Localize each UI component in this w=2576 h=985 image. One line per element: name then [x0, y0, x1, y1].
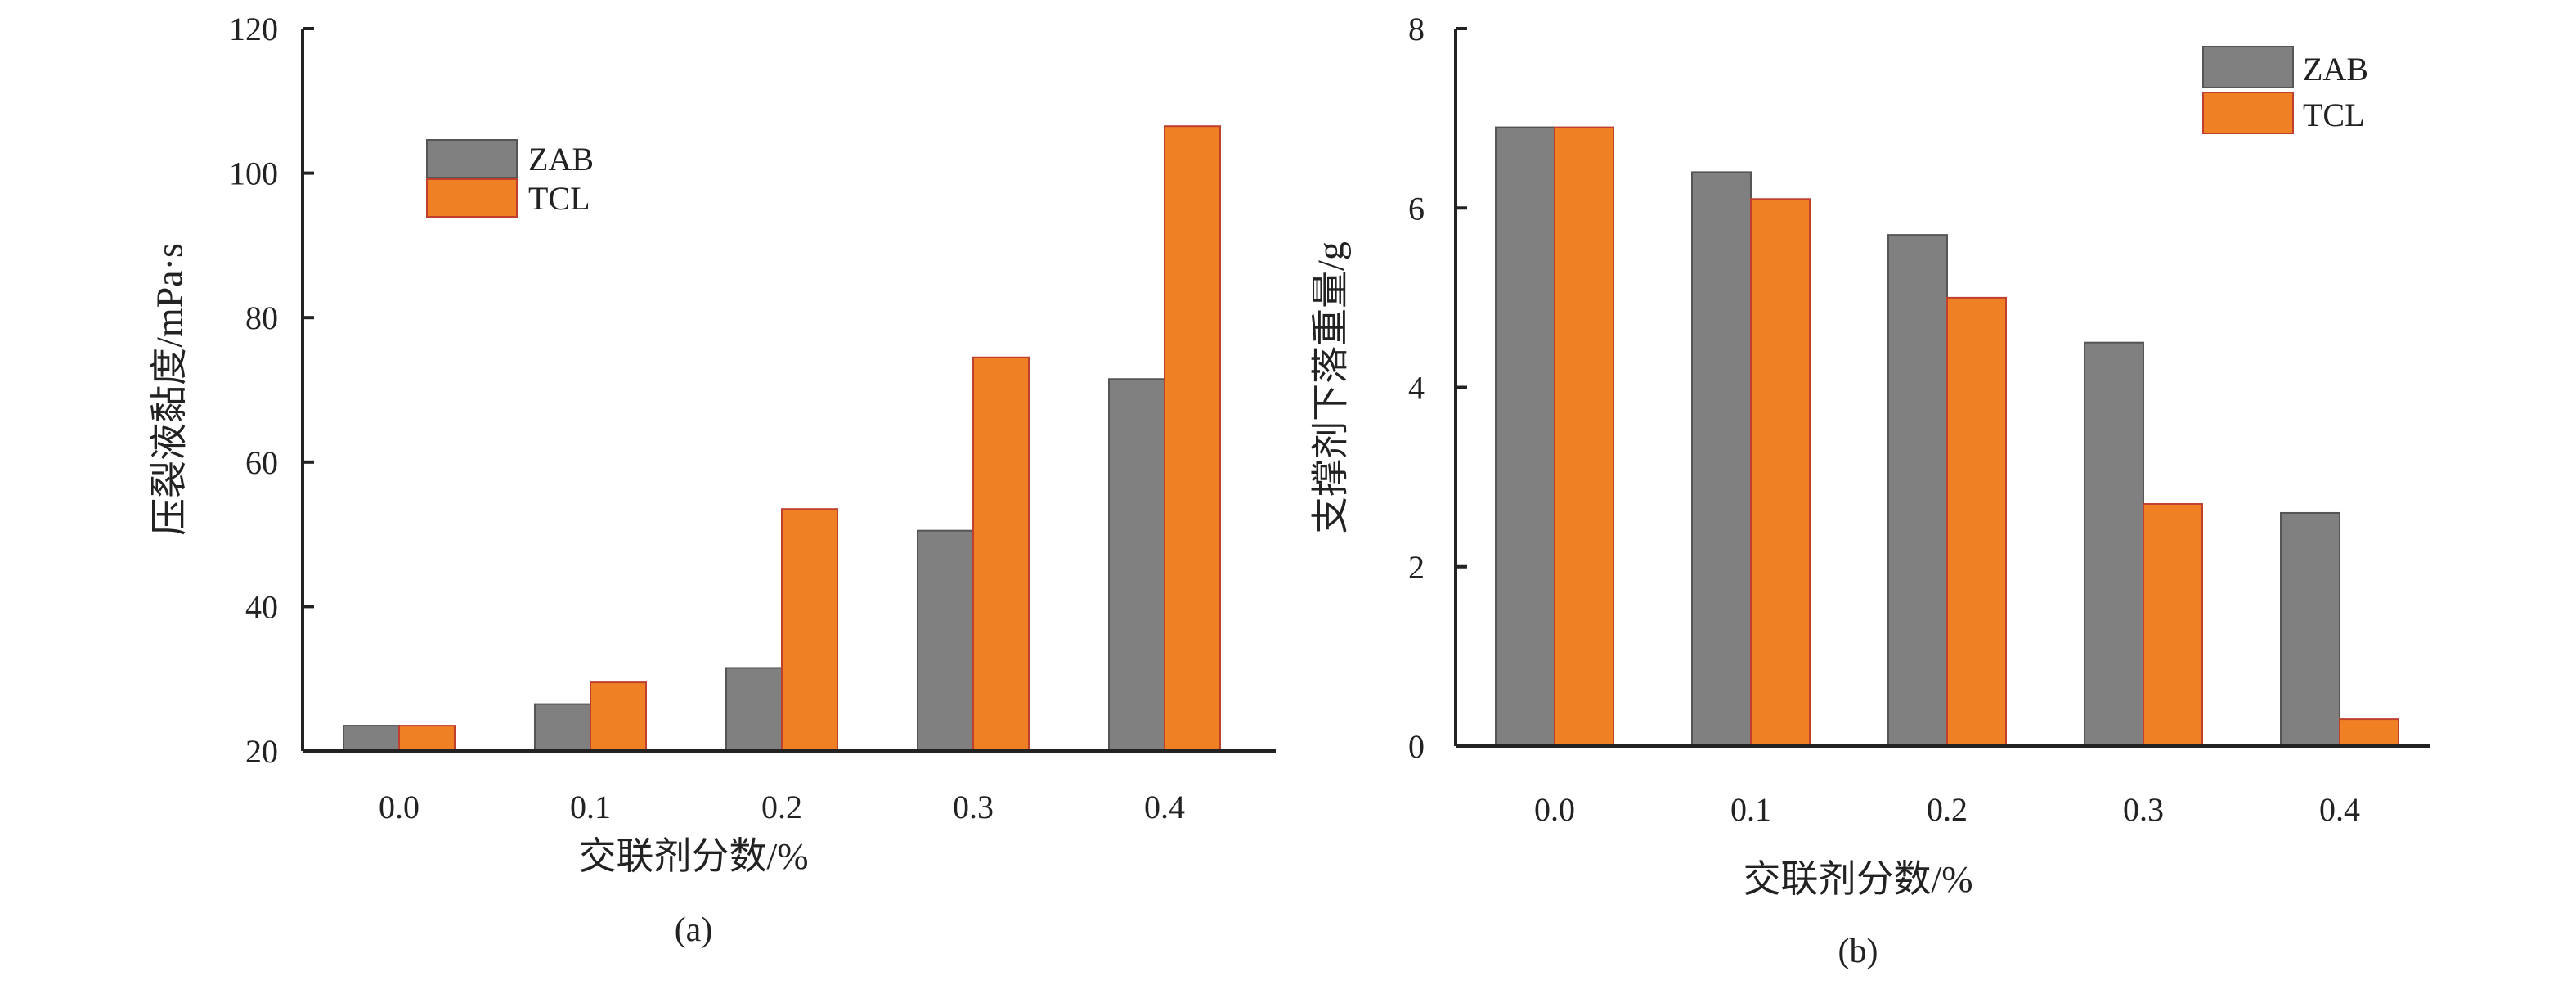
bar-a-tcl-0 [398, 725, 456, 752]
x-tick-label-b-1: 0.1 [1730, 791, 1771, 828]
legend-label-a-tcl: TCL [528, 180, 590, 217]
panel-label-a: (a) [675, 911, 713, 949]
y-ticks-b: 0 2 4 6 8 [1408, 11, 1467, 765]
bar-b-zab-3 [2084, 341, 2144, 747]
legend-a: ZAB TCL [426, 139, 594, 218]
x-tick-label-a-2: 0.2 [761, 789, 802, 825]
x-tick-label-b-4: 0.4 [2319, 791, 2360, 828]
x-tick-label-b-3: 0.3 [2123, 791, 2164, 828]
bar-b-tcl-2 [1946, 296, 2007, 747]
legend-swatch-b-zab [2202, 46, 2294, 88]
bar-b-tcl-1 [1750, 198, 1811, 748]
x-tick-label-a-3: 0.3 [953, 789, 994, 825]
x-tick-label-a-4: 0.4 [1144, 789, 1185, 825]
y-tick-label-b-1: 2 [1408, 549, 1425, 586]
bar-a-tcl-4 [1164, 125, 1221, 752]
x-tick-label-b-2: 0.2 [1927, 791, 1968, 828]
x-tick-label-a-1: 0.1 [570, 789, 611, 825]
y-tick-label-a-1: 40 [245, 588, 278, 625]
bar-a-zab-3 [917, 529, 974, 752]
legend-label-b-tcl: TCL [2303, 97, 2365, 133]
y-tick-label-a-4: 100 [229, 155, 278, 192]
chart-panel-a: 20 40 60 80 100 120 0.0 0.1 0.2 0.3 0.4 压裂液黏度/mPa… [149, 11, 1276, 949]
legend-label-a-zab: ZAB [528, 141, 594, 178]
y-tick-label-a-0: 20 [245, 733, 278, 770]
y-tick-label-a-2: 60 [245, 444, 278, 481]
y-tick-label-a-3: 80 [245, 299, 278, 336]
x-axis-title-a: 交联剂分数/% [578, 835, 808, 877]
bars-b [1495, 126, 2399, 748]
bar-a-tcl-2 [781, 508, 838, 752]
bar-b-tcl-4 [2339, 718, 2399, 747]
y-tick-label-b-4: 8 [1408, 11, 1425, 47]
legend-b: ZAB TCL [2202, 46, 2368, 134]
bar-b-zab-0 [1495, 126, 1555, 747]
y-tick-label-b-3: 6 [1408, 190, 1425, 227]
x-ticks-b: 0.0 0.1 0.2 0.3 0.4 [1534, 791, 2360, 828]
bar-a-zab-1 [534, 703, 591, 752]
legend-label-b-zab: ZAB [2303, 51, 2368, 88]
bar-a-tcl-3 [972, 356, 1030, 752]
bar-b-zab-1 [1691, 171, 1752, 747]
x-axis-title-b: 交联剂分数/% [1743, 858, 1972, 900]
bar-a-zab-0 [343, 725, 400, 752]
bar-a-tcl-1 [590, 681, 647, 752]
panel-label-b: (b) [1838, 933, 1878, 970]
y-tick-label-b-2: 4 [1408, 370, 1425, 407]
legend-swatch-a-zab [426, 139, 518, 178]
y-ticks-a: 20 40 60 80 100 120 [229, 11, 314, 770]
bar-a-zab-4 [1108, 378, 1165, 752]
bar-b-tcl-3 [2143, 503, 2203, 747]
bar-a-zab-2 [725, 667, 783, 753]
y-tick-label-a-5: 120 [229, 11, 278, 47]
y-tick-label-b-0: 0 [1408, 728, 1425, 765]
legend-swatch-a-tcl [426, 178, 518, 218]
bars-a [343, 125, 1221, 753]
legend-swatch-b-tcl [2202, 92, 2294, 134]
bar-b-tcl-0 [1554, 126, 1614, 747]
y-axis-title-a: 压裂液黏度/mPa·s [149, 243, 191, 536]
bar-b-zab-4 [2280, 511, 2340, 747]
bar-b-zab-2 [1887, 234, 1948, 747]
x-tick-label-b-0: 0.0 [1534, 791, 1575, 828]
x-ticks-a: 0.0 0.1 0.2 0.3 0.4 [379, 789, 1185, 825]
y-axis-title-b: 支撑剂下落重量/g [1310, 241, 1352, 534]
x-tick-label-a-0: 0.0 [379, 789, 420, 825]
